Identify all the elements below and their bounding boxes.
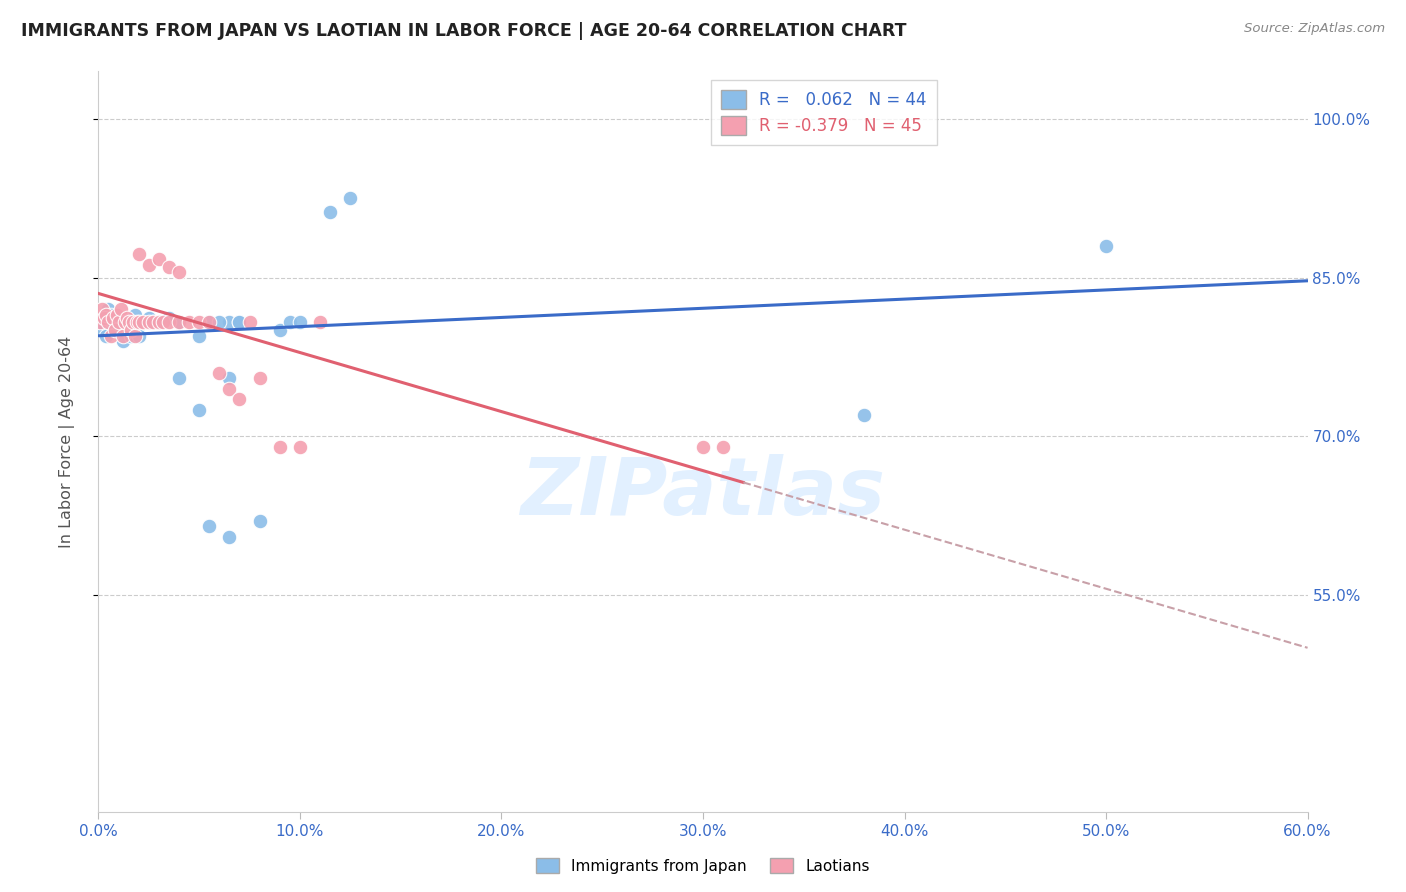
Point [111,328,134,343]
Point [339,191,361,205]
Point [167,265,190,279]
Point [91,302,114,317]
Point [228,315,250,329]
Point [100,328,122,343]
Point [319,205,342,219]
Point [128,315,150,329]
Point [111,334,134,348]
Point [121,315,143,329]
Point [198,315,221,329]
Point [105,323,128,337]
Point [208,366,231,380]
Point [132,315,155,329]
Point [96,328,118,343]
Point [249,514,271,528]
Point [148,315,170,329]
Point [157,310,180,325]
Point [179,315,201,329]
Point [167,315,190,329]
Point [114,315,136,329]
Point [167,371,190,385]
Point [142,315,165,329]
Point [138,315,160,329]
Point [228,315,250,329]
Point [96,308,118,322]
Point [132,315,155,329]
Point [218,382,240,396]
Point [103,323,125,337]
Point [89,315,111,329]
Point [188,402,211,417]
Point [148,252,170,266]
Point [239,315,262,329]
Point [711,440,734,454]
Point [120,323,142,337]
Point [128,328,150,343]
Point [138,258,160,272]
Point [120,328,142,343]
Point [278,315,301,329]
Point [121,315,143,329]
Point [269,323,291,337]
Point [288,315,311,329]
Point [198,315,221,329]
Point [1095,239,1118,253]
Point [148,315,170,329]
Point [101,310,124,325]
Point [249,371,271,385]
Point [157,260,180,274]
Point [198,315,221,329]
Point [208,315,231,329]
Point [124,308,146,322]
Legend: Immigrants from Japan, Laotians: Immigrants from Japan, Laotians [530,852,876,880]
Point [692,440,714,454]
Point [269,440,291,454]
Point [107,315,129,329]
Y-axis label: In Labor Force | Age 20-64: In Labor Force | Age 20-64 [59,335,75,548]
Point [167,315,190,329]
Point [110,302,132,317]
Point [115,310,138,325]
Point [125,323,148,337]
Point [118,310,141,325]
Point [188,328,211,343]
Point [188,315,211,329]
Point [114,315,136,329]
Point [142,315,165,329]
Text: Source: ZipAtlas.com: Source: ZipAtlas.com [1244,22,1385,36]
Point [125,315,148,329]
Point [157,315,180,329]
Point [218,315,240,329]
Text: IMMIGRANTS FROM JAPAN VS LAOTIAN IN LABOR FORCE | AGE 20-64 CORRELATION CHART: IMMIGRANTS FROM JAPAN VS LAOTIAN IN LABO… [21,22,907,40]
Point [103,310,125,325]
Text: ZIPatlas: ZIPatlas [520,454,886,533]
Point [198,519,221,533]
Point [152,315,174,329]
Point [100,308,122,322]
Point [93,310,115,325]
Point [138,310,160,325]
Point [853,408,876,422]
Legend: R =   0.062   N = 44, R = -0.379   N = 45: R = 0.062 N = 44, R = -0.379 N = 45 [711,79,936,145]
Point [118,315,141,329]
Point [101,315,124,329]
Point [89,315,111,329]
Point [218,530,240,544]
Point [128,247,150,261]
Point [93,310,115,325]
Point [97,302,120,317]
Point [107,315,129,329]
Point [124,328,146,343]
Point [288,440,311,454]
Point [228,392,250,407]
Point [309,315,332,329]
Point [91,323,114,337]
Point [97,315,120,329]
Point [218,371,240,385]
Point [105,308,128,322]
